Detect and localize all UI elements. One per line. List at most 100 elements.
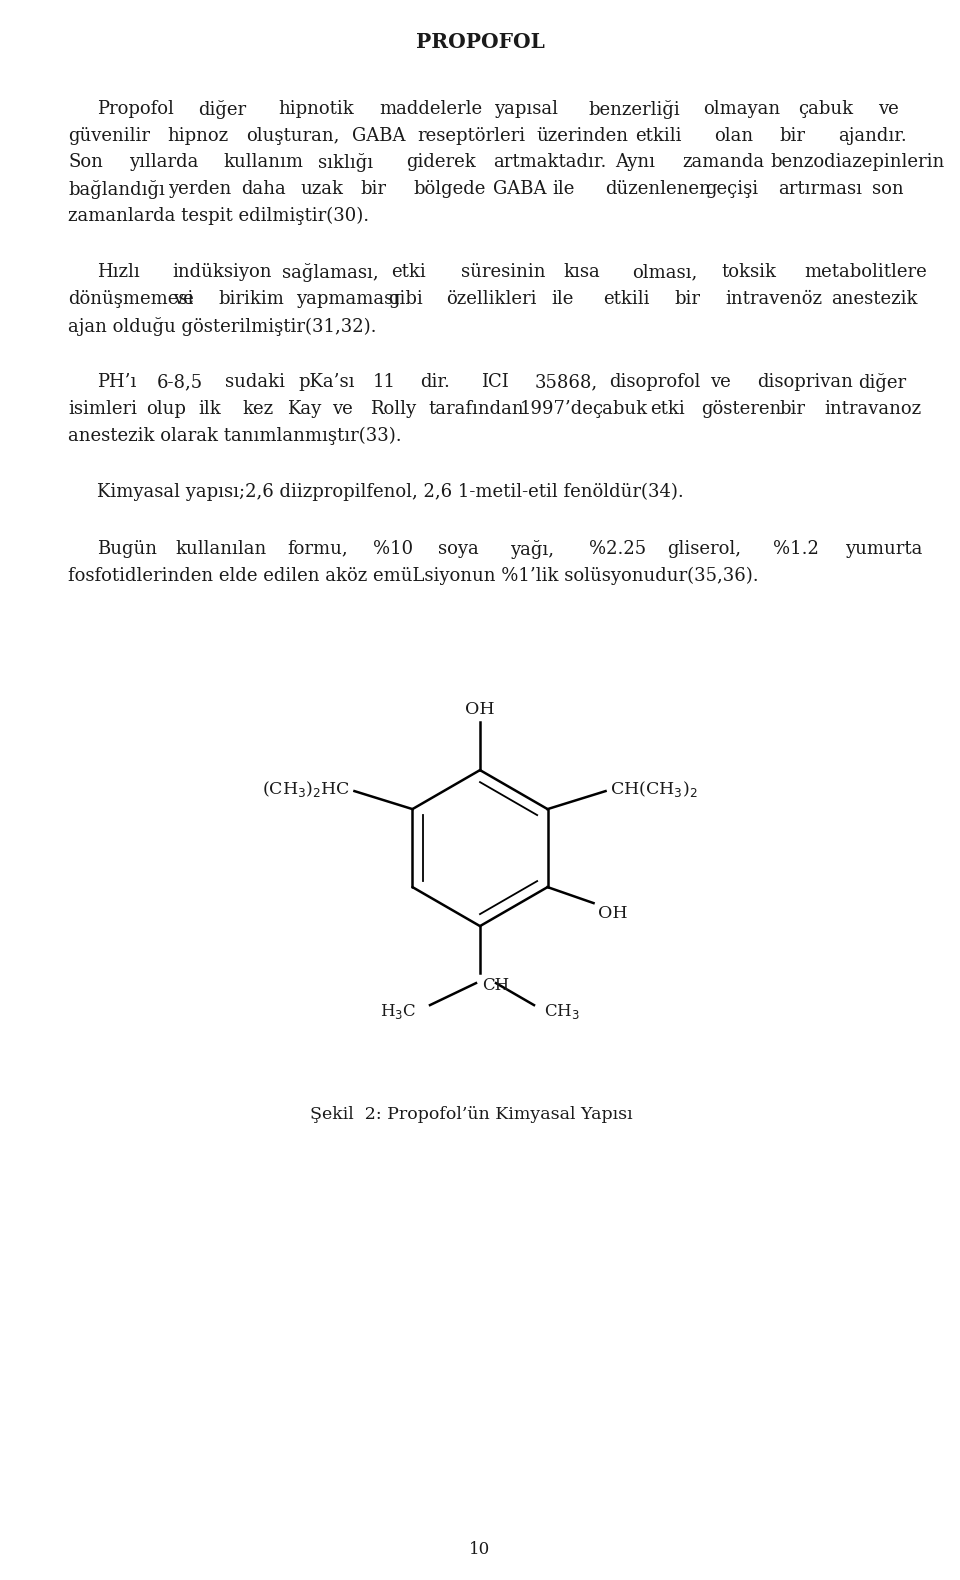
Text: sıklığı: sıklığı	[318, 153, 373, 172]
Text: anestezik: anestezik	[831, 289, 918, 308]
Text: GABA: GABA	[351, 126, 405, 145]
Text: geçişi: geçişi	[706, 180, 758, 198]
Text: 6-8,5: 6-8,5	[157, 373, 204, 392]
Text: maddelerle: maddelerle	[379, 100, 483, 118]
Text: Aynı: Aynı	[615, 153, 655, 171]
Text: Şekil  2: Propofol’ün Kimyasal Yapısı: Şekil 2: Propofol’ün Kimyasal Yapısı	[310, 1106, 633, 1123]
Text: yapmaması: yapmaması	[297, 289, 399, 308]
Text: dir.: dir.	[420, 373, 450, 392]
Text: diğer: diğer	[858, 373, 906, 392]
Text: anestezik olarak tanımlanmıştır(33).: anestezik olarak tanımlanmıştır(33).	[68, 427, 401, 444]
Text: dönüşmemesi: dönüşmemesi	[68, 289, 193, 308]
Text: düzenlenen: düzenlenen	[605, 180, 711, 198]
Text: OH: OH	[597, 905, 627, 923]
Text: yerden: yerden	[168, 180, 231, 198]
Text: bir: bir	[675, 289, 701, 308]
Text: zamanlarda tespit edilmiştir(30).: zamanlarda tespit edilmiştir(30).	[68, 207, 370, 224]
Text: olup: olup	[147, 400, 186, 417]
Text: 1997’de: 1997’de	[520, 400, 594, 417]
Text: etki: etki	[392, 264, 426, 281]
Text: ICI: ICI	[481, 373, 509, 392]
Text: pKa’sı: pKa’sı	[299, 373, 355, 392]
Text: Kay: Kay	[287, 400, 322, 417]
Text: Kimyasal yapısı;2,6 diizpropilfenol, 2,6 1-metil-etil fenöldür(34).: Kimyasal yapısı;2,6 diizpropilfenol, 2,6…	[97, 483, 684, 501]
Text: Rolly: Rolly	[370, 400, 416, 417]
Text: indüksiyon: indüksiyon	[173, 264, 272, 281]
Text: intravanoz: intravanoz	[825, 400, 922, 417]
Text: bağlandığı: bağlandığı	[68, 180, 165, 199]
Text: süresinin: süresinin	[461, 264, 545, 281]
Text: olması,: olması,	[633, 264, 698, 281]
Text: tarafından: tarafından	[428, 400, 523, 417]
Text: PH’ı: PH’ı	[97, 373, 136, 392]
Text: gliserol,: gliserol,	[667, 540, 741, 558]
Text: etkili: etkili	[636, 126, 682, 145]
Text: ve: ve	[174, 289, 194, 308]
Text: isimleri: isimleri	[68, 400, 137, 417]
Text: üzerinden: üzerinden	[537, 126, 628, 145]
Text: oluşturan,: oluşturan,	[246, 126, 339, 145]
Text: ve: ve	[878, 100, 900, 118]
Text: soya: soya	[438, 540, 479, 558]
Text: çabuk: çabuk	[798, 100, 852, 118]
Text: zamanda: zamanda	[683, 153, 765, 171]
Text: kullanım: kullanım	[224, 153, 303, 171]
Text: CH$_3$: CH$_3$	[544, 1002, 580, 1021]
Text: formu,: formu,	[288, 540, 348, 558]
Text: kısa: kısa	[564, 264, 600, 281]
Text: (CH$_3$)$_2$HC: (CH$_3$)$_2$HC	[262, 779, 350, 799]
Text: özellikleri: özellikleri	[446, 289, 537, 308]
Text: GABA: GABA	[492, 180, 546, 198]
Text: fosfotidlerinden elde edilen aköz emüLsiyonun %1’lik solüsyonudur(35,36).: fosfotidlerinden elde edilen aköz emüLsi…	[68, 567, 758, 585]
Text: sağlaması,: sağlaması,	[282, 264, 378, 283]
Text: olan: olan	[714, 126, 754, 145]
Text: benzodiazepinlerin: benzodiazepinlerin	[770, 153, 945, 171]
Text: CH: CH	[482, 976, 509, 994]
Text: Son: Son	[68, 153, 103, 171]
Text: %2.25: %2.25	[588, 540, 646, 558]
Text: olmayan: olmayan	[704, 100, 780, 118]
Text: yıllarda: yıllarda	[129, 153, 198, 171]
Text: toksik: toksik	[722, 264, 777, 281]
Text: metabolitlere: metabolitlere	[804, 264, 926, 281]
Text: ve: ve	[332, 400, 352, 417]
Text: etki: etki	[650, 400, 684, 417]
Text: disoprofol: disoprofol	[609, 373, 700, 392]
Text: gibi: gibi	[388, 289, 423, 308]
Text: 10: 10	[469, 1540, 491, 1558]
Text: disoprivan: disoprivan	[757, 373, 852, 392]
Text: %10: %10	[373, 540, 413, 558]
Text: %1.2: %1.2	[773, 540, 819, 558]
Text: kez: kez	[243, 400, 274, 417]
Text: ile: ile	[552, 180, 575, 198]
Text: OH: OH	[466, 702, 494, 717]
Text: 35868,: 35868,	[535, 373, 598, 392]
Text: bir: bir	[780, 126, 805, 145]
Text: H$_3$C: H$_3$C	[380, 1002, 416, 1021]
Text: yapısal: yapısal	[494, 100, 559, 118]
Text: bir: bir	[780, 400, 805, 417]
Text: PROPOFOL: PROPOFOL	[416, 32, 544, 52]
Text: CH(CH$_3$)$_2$: CH(CH$_3$)$_2$	[610, 779, 697, 799]
Text: ajan olduğu gösterilmiştir(31,32).: ajan olduğu gösterilmiştir(31,32).	[68, 316, 376, 335]
Text: reseptörleri: reseptörleri	[417, 126, 525, 145]
Text: uzak: uzak	[300, 180, 344, 198]
Text: hipnoz: hipnoz	[167, 126, 228, 145]
Text: ilk: ilk	[198, 400, 221, 417]
Text: intravenöz: intravenöz	[726, 289, 823, 308]
Text: sudaki: sudaki	[225, 373, 284, 392]
Text: yumurta: yumurta	[845, 540, 922, 558]
Text: kullanılan: kullanılan	[176, 540, 267, 558]
Text: yağı,: yağı,	[510, 540, 554, 559]
Text: hipnotik: hipnotik	[278, 100, 354, 118]
Text: artmaktadır.: artmaktadır.	[493, 153, 607, 171]
Text: artırması: artırması	[779, 180, 862, 198]
Text: birikim: birikim	[218, 289, 284, 308]
Text: çabuk: çabuk	[591, 400, 647, 417]
Text: 11: 11	[372, 373, 396, 392]
Text: daha: daha	[241, 180, 286, 198]
Text: Hızlı: Hızlı	[97, 264, 139, 281]
Text: giderek: giderek	[406, 153, 475, 171]
Text: etkili: etkili	[603, 289, 649, 308]
Text: bölgede: bölgede	[413, 180, 486, 198]
